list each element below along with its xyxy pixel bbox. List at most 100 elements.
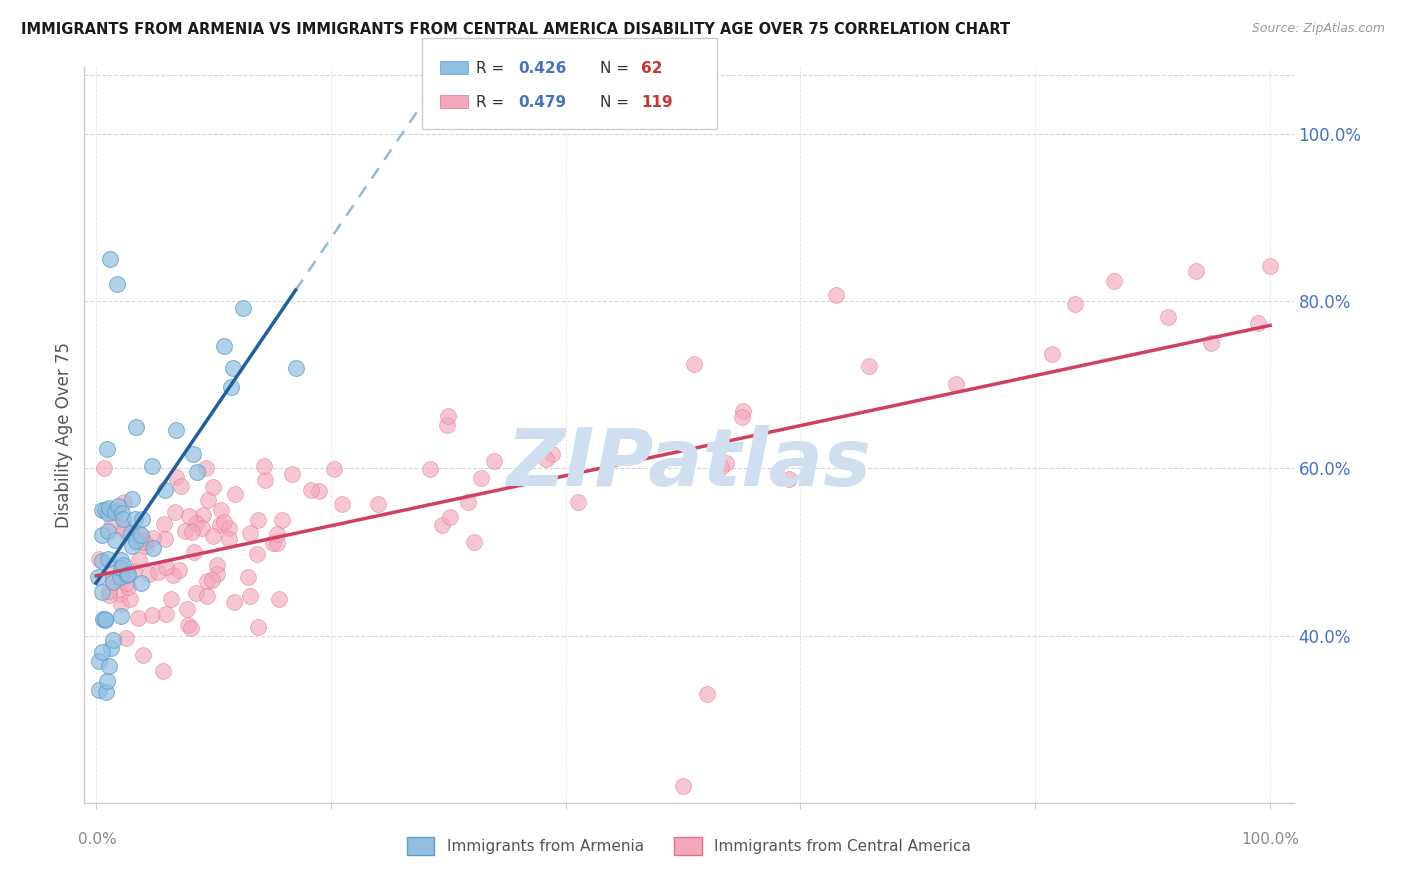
Point (183, 545, 205, 559)
Text: N =: N = (600, 95, 634, 110)
Point (125, 420, 148, 434)
Point (165, 505, 187, 519)
Point (1040, 347, 1063, 361)
Point (141, 607, 163, 622)
Point (142, 541, 165, 556)
Point (129, 528, 152, 542)
Point (120, 526, 142, 541)
Point (280, 467, 302, 481)
Text: R =: R = (477, 95, 509, 110)
Point (222, 360, 245, 375)
Point (696, 687, 718, 701)
Point (110, 553, 132, 567)
Y-axis label: Disability Age Over 75: Disability Age Over 75 (55, 342, 73, 528)
Point (208, 518, 231, 533)
Point (262, 536, 284, 550)
Point (93, 460, 115, 475)
Point (90, 527, 112, 541)
Point (96, 442, 118, 457)
Point (111, 507, 134, 521)
Text: Source: ZipAtlas.com: Source: ZipAtlas.com (1251, 22, 1385, 36)
Point (177, 617, 200, 632)
Point (236, 570, 259, 584)
Text: 100.0%: 100.0% (1241, 832, 1299, 847)
Point (91, 645, 114, 659)
Point (135, 539, 157, 553)
Point (131, 512, 153, 526)
Point (209, 503, 232, 517)
Point (710, 459, 733, 474)
Point (239, 526, 262, 541)
Point (567, 495, 589, 509)
Point (214, 338, 236, 352)
Point (138, 567, 160, 582)
Point (105, 277, 128, 292)
Point (101, 632, 124, 647)
Point (97, 524, 120, 538)
Point (430, 517, 453, 532)
Point (212, 515, 235, 529)
Point (117, 580, 139, 594)
Point (153, 483, 176, 497)
Point (218, 521, 240, 535)
Point (246, 513, 269, 527)
Point (152, 517, 174, 532)
Text: 0.0%: 0.0% (79, 832, 117, 847)
Point (91, 503, 114, 517)
Point (127, 610, 149, 624)
Point (733, 404, 755, 418)
Point (87, 552, 110, 566)
Point (111, 558, 134, 572)
Point (118, 592, 141, 607)
Point (183, 447, 205, 461)
Point (141, 459, 163, 474)
Point (86, 569, 108, 583)
Point (202, 529, 225, 543)
Point (858, 359, 880, 374)
Point (330, 497, 353, 511)
Point (269, 592, 291, 607)
Point (146, 565, 169, 579)
Point (155, 607, 177, 621)
Point (218, 532, 240, 546)
Point (308, 484, 330, 499)
Point (176, 602, 198, 616)
Point (534, 452, 557, 467)
Point (112, 524, 135, 538)
Legend: Immigrants from Armenia, Immigrants from Central America: Immigrants from Armenia, Immigrants from… (401, 830, 977, 862)
Point (180, 524, 202, 539)
Point (108, 587, 131, 601)
Point (540, 447, 562, 461)
Point (683, 357, 706, 371)
Point (266, 536, 288, 550)
Point (100, 566, 122, 581)
Point (94, 612, 117, 626)
Point (457, 494, 479, 508)
Point (731, 410, 754, 425)
Point (101, 516, 124, 530)
Point (94, 684, 117, 698)
Point (945, 377, 967, 392)
Point (1157, 310, 1180, 324)
Point (97, 500, 120, 515)
Point (436, 418, 458, 433)
Point (91, 585, 114, 599)
Point (1201, 335, 1223, 350)
Point (91, 554, 114, 568)
Point (97, 552, 120, 566)
Point (98, 588, 121, 602)
Point (112, 494, 135, 508)
Point (1185, 264, 1208, 278)
Point (322, 462, 344, 476)
Point (134, 534, 156, 549)
Point (97, 659, 120, 673)
Point (1064, 297, 1087, 311)
Point (239, 589, 262, 603)
Point (141, 531, 163, 545)
Point (252, 458, 274, 473)
Point (94, 613, 117, 627)
Text: 119: 119 (641, 95, 672, 110)
Point (253, 473, 276, 487)
Text: R =: R = (477, 61, 509, 76)
Point (115, 568, 138, 582)
